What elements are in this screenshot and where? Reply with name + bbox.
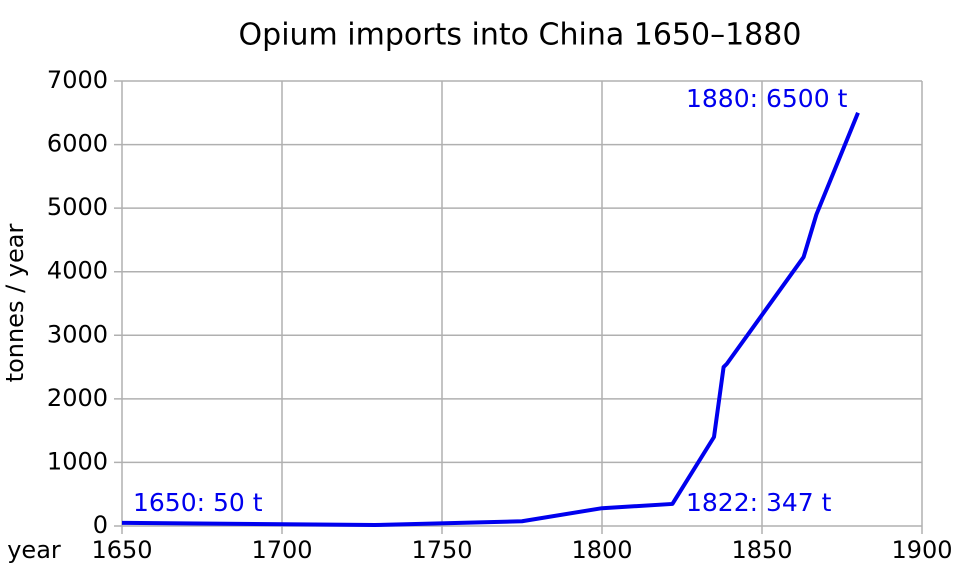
x-tick-label: 1750: [411, 536, 472, 564]
chart-title: Opium imports into China 1650–1880: [239, 18, 802, 53]
y-tick-label: 3000: [47, 320, 108, 348]
y-tick-label: 7000: [47, 66, 108, 94]
y-tick-label: 2000: [47, 384, 108, 412]
x-tick-label: 1900: [891, 536, 952, 564]
x-tick-label: 1850: [731, 536, 792, 564]
x-tick-label: 1800: [571, 536, 632, 564]
x-tick-label: 1700: [251, 536, 312, 564]
annotation: 1880: 6500 t: [686, 84, 848, 113]
y-axis-label: tonnes / year: [1, 224, 29, 383]
y-tick-label: 6000: [47, 130, 108, 158]
data-line: [121, 112, 860, 528]
x-tick-label: 1650: [91, 536, 152, 564]
y-tick-label: 4000: [47, 257, 108, 285]
y-tick-label: 0: [93, 511, 108, 539]
annotation: 1822: 347 t: [686, 488, 832, 517]
y-tick-label: 1000: [47, 447, 108, 475]
annotation: 1650: 50 t: [133, 488, 263, 517]
x-axis-label: year: [7, 536, 61, 564]
y-tick-label: 5000: [47, 193, 108, 221]
